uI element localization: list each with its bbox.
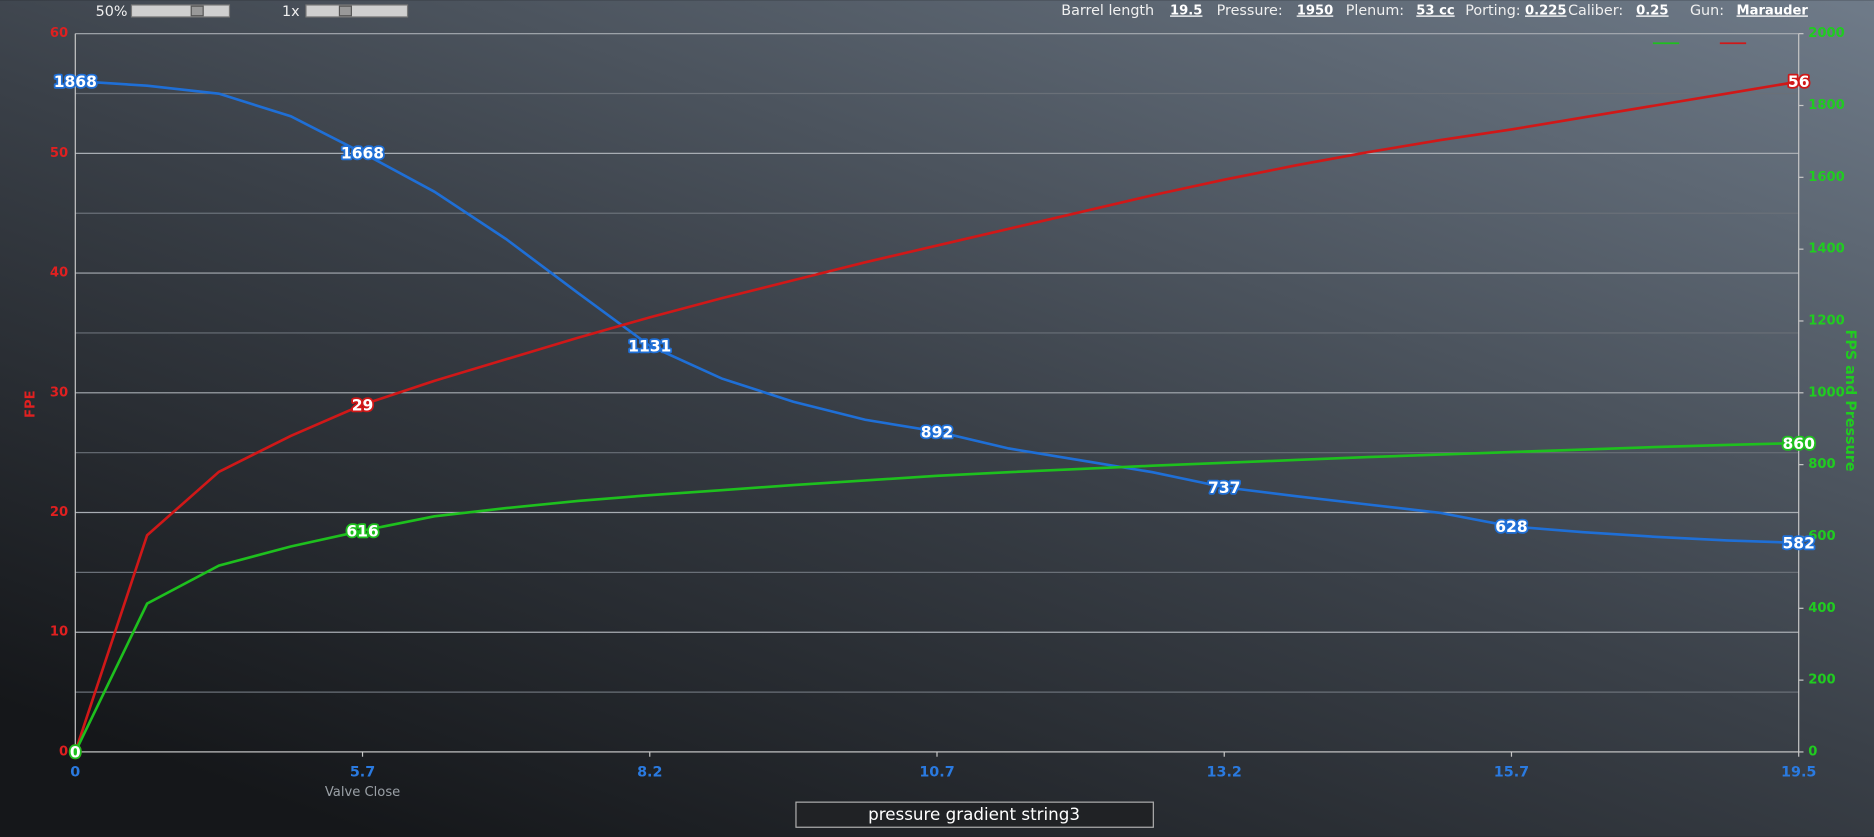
series-line bbox=[74, 80, 1799, 753]
x-tick-label: 0 bbox=[70, 764, 80, 780]
zoom-slider[interactable] bbox=[130, 4, 231, 18]
series-line bbox=[75, 79, 1799, 545]
y2-tick-label: 1400 bbox=[1808, 242, 1845, 257]
data-label: 29 bbox=[352, 396, 374, 414]
y-tick-label: 0 bbox=[59, 744, 68, 759]
param-label: Porting: bbox=[1465, 3, 1520, 19]
y2-axis-label: FPS and Pressure bbox=[1842, 330, 1858, 472]
y2-tick-label: 1600 bbox=[1808, 170, 1845, 185]
param-value[interactable]: 19.5 bbox=[1170, 3, 1202, 18]
y2-tick-label: 800 bbox=[1808, 457, 1835, 472]
series-line bbox=[74, 441, 1799, 753]
zoom-label: 50% bbox=[96, 4, 128, 20]
y-tick-label: 20 bbox=[50, 505, 68, 520]
x-tick-label: 15.7 bbox=[1494, 764, 1529, 780]
param-label: Barrel length bbox=[1061, 3, 1154, 19]
y2-tick-label: 400 bbox=[1808, 601, 1835, 616]
data-label: 1868 bbox=[54, 73, 97, 91]
data-label: 56 bbox=[1788, 73, 1810, 91]
y2-tick-label: 1800 bbox=[1808, 98, 1845, 113]
param-value[interactable]: 53 cc bbox=[1416, 3, 1454, 18]
y2-tick-label: 200 bbox=[1808, 673, 1835, 688]
y-axis-label: FPE bbox=[24, 390, 39, 418]
zoom-thumb[interactable] bbox=[190, 5, 204, 17]
data-label: 0 bbox=[70, 744, 81, 762]
data-label: 628 bbox=[1495, 518, 1527, 536]
speed-thumb[interactable] bbox=[338, 5, 352, 17]
y-tick-label: 40 bbox=[50, 266, 68, 281]
y-tick-label: 10 bbox=[50, 625, 68, 640]
param-label: Plenum: bbox=[1346, 3, 1404, 19]
y-tick-label: 50 bbox=[50, 146, 68, 161]
data-label: 0 bbox=[70, 744, 81, 762]
x-tick-label: 10.7 bbox=[919, 764, 954, 780]
param-value[interactable]: 0.25 bbox=[1636, 3, 1668, 18]
string-selector-label: pressure gradient string3 bbox=[868, 804, 1080, 824]
data-label: 582 bbox=[1783, 535, 1815, 553]
data-label: 892 bbox=[921, 423, 953, 441]
param-value[interactable]: Marauder bbox=[1737, 3, 1809, 18]
data-label: 860 bbox=[1783, 435, 1816, 453]
param-label: Gun: bbox=[1690, 3, 1724, 19]
x-tick-label: 19.5 bbox=[1781, 764, 1816, 780]
y-tick-label: 60 bbox=[50, 26, 68, 41]
speed-label: 1x bbox=[282, 4, 300, 20]
y2-tick-label: 1200 bbox=[1808, 313, 1845, 328]
param-value[interactable]: 1950 bbox=[1297, 3, 1334, 18]
param-value[interactable]: 0.225 bbox=[1525, 3, 1567, 18]
data-label: 737 bbox=[1208, 479, 1240, 497]
data-label: 616 bbox=[346, 522, 378, 540]
x-axis-label: Valve Close bbox=[325, 785, 400, 800]
string-selector[interactable] bbox=[795, 801, 1154, 828]
data-label: 1668 bbox=[341, 145, 384, 163]
x-tick-label: 5.7 bbox=[350, 764, 375, 780]
y2-tick-label: 1000 bbox=[1808, 385, 1845, 400]
param-label: Caliber: bbox=[1568, 3, 1623, 19]
x-tick-label: 13.2 bbox=[1207, 764, 1242, 780]
y-tick-label: 30 bbox=[50, 385, 68, 400]
y2-tick-label: 0 bbox=[1808, 744, 1817, 759]
y2-tick-label: 600 bbox=[1808, 529, 1835, 544]
y2-tick-label: 2000 bbox=[1808, 26, 1845, 41]
data-label: 1131 bbox=[628, 337, 671, 355]
param-label: Pressure: bbox=[1217, 3, 1283, 19]
x-tick-label: 8.2 bbox=[637, 764, 662, 780]
speed-slider[interactable] bbox=[305, 4, 409, 18]
